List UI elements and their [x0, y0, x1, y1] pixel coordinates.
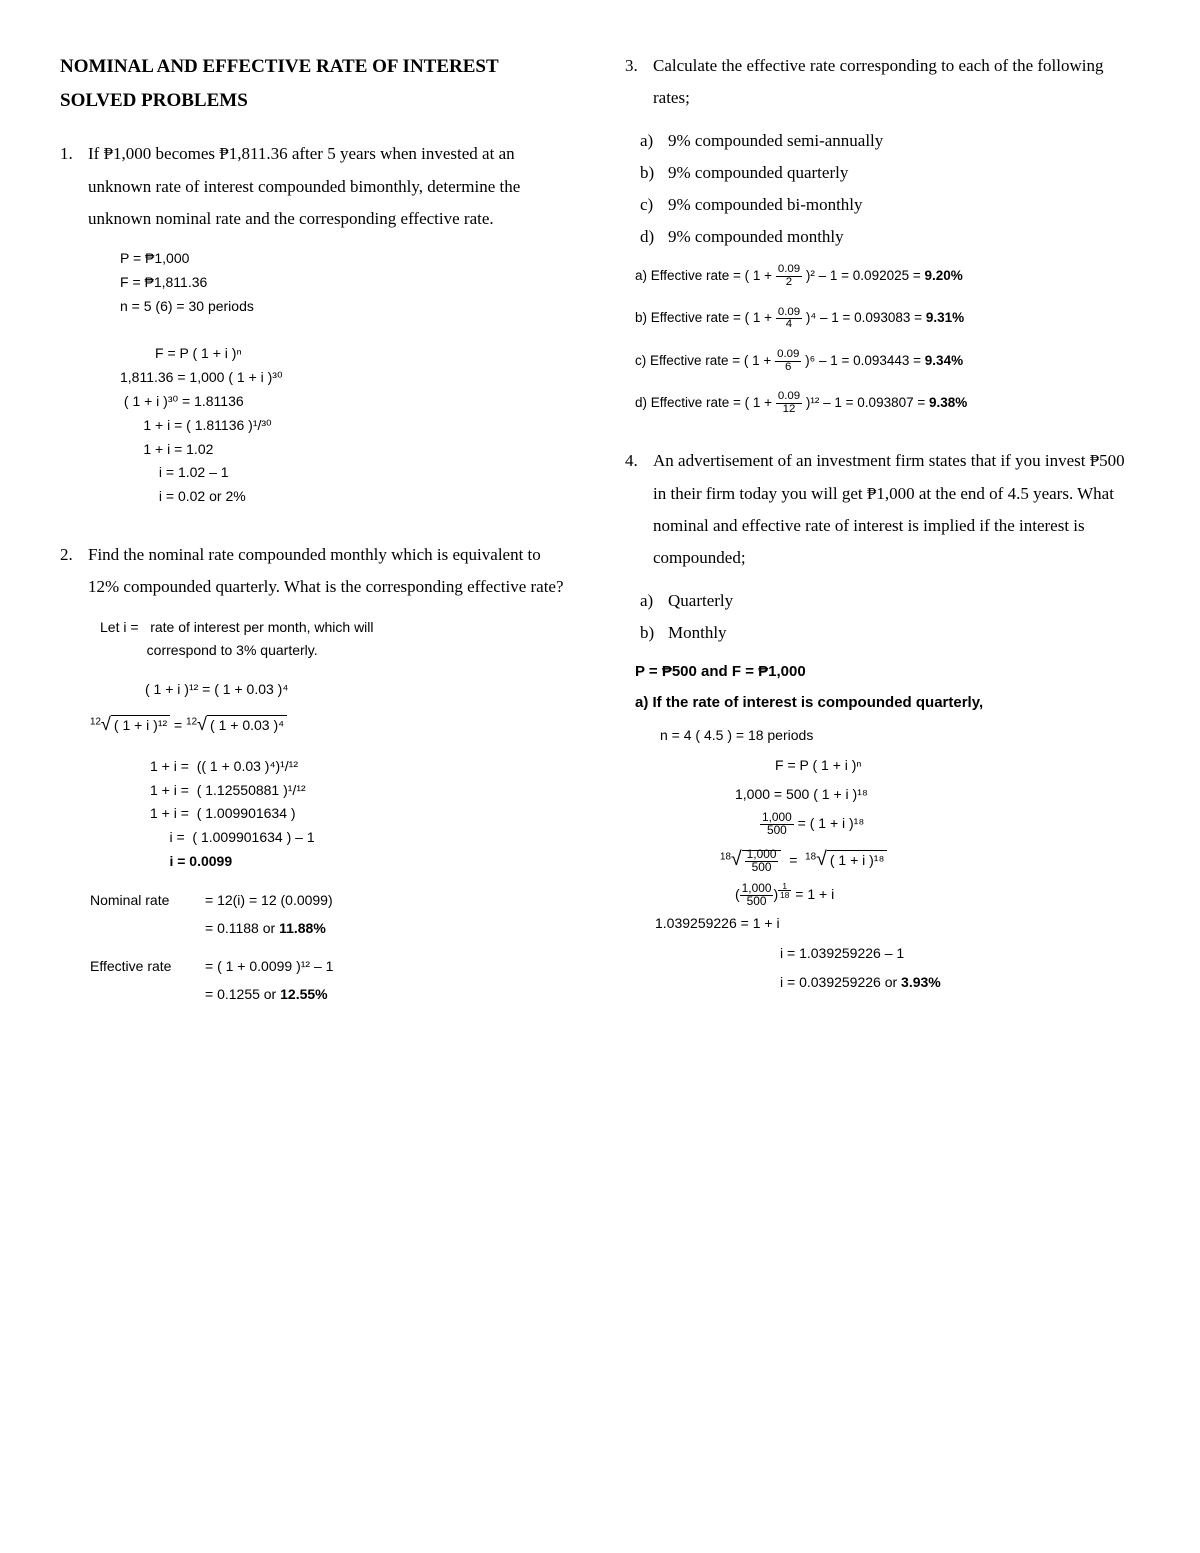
calc-line: n = 4 ( 4.5 ) = 18 periods	[660, 721, 1140, 750]
calc-line: 1,000500 = ( 1 + i )¹⁸	[760, 809, 1140, 838]
problem-3: 3. Calculate the effective rate correspo…	[625, 50, 1140, 415]
eq-line: ( 1 + i )¹² = ( 1 + 0.03 )⁴	[145, 675, 575, 704]
problem-2-steps: 1 + i = (( 1 + 0.03 )⁴)¹/¹² 1 + i = ( 1.…	[150, 755, 575, 874]
problem-number: 1.	[60, 138, 88, 235]
right-column: 3. Calculate the effective rate correspo…	[625, 50, 1140, 1038]
root-eq: 12√( 1 + i )¹² = 12√( 1 + 0.03 )⁴	[90, 705, 575, 743]
root-line: 18√1,000500 = 18√( 1 + i )¹⁸	[720, 839, 1140, 880]
nominal-rate-row: Nominal rate = 12(i) = 12 (0.0099) = 0.1…	[90, 886, 575, 942]
sub-letter: a)	[640, 125, 668, 157]
sub-letter: b)	[640, 157, 668, 189]
sub-text: Quarterly	[668, 585, 733, 617]
calc-line: i = 1.039259226 – 1	[780, 939, 1140, 968]
problem-2: 2. Find the nominal rate compounded mont…	[60, 539, 575, 1008]
answer-c: c) Effective rate = ( 1 + 0.096 )⁶ – 1 =…	[635, 349, 1140, 373]
problem-statement: An advertisement of an investment firm s…	[653, 445, 1140, 574]
part-a-heading: a) If the rate of interest is compounded…	[635, 694, 1140, 711]
sub-letter: c)	[640, 189, 668, 221]
sub-text: Monthly	[668, 617, 727, 649]
sub-letter: b)	[640, 617, 668, 649]
page-title: NOMINAL AND EFFECTIVE RATE OF INTEREST S…	[60, 50, 575, 118]
problem-number: 4.	[625, 445, 653, 574]
problem-2-let: Let i = rate of interest per month, whic…	[100, 616, 575, 664]
sub-text: 9% compounded quarterly	[668, 157, 848, 189]
problem-1-work: P = ₱1,000 F = ₱1,811.36 n = 5 (6) = 30 …	[120, 247, 575, 509]
calc-line: F = P ( 1 + i )ⁿ	[775, 751, 1140, 780]
effective-rate-row: Effective rate = ( 1 + 0.0099 )¹² – 1 = …	[90, 952, 575, 1008]
problem-statement: If ₱1,000 becomes ₱1,811.36 after 5 year…	[88, 138, 575, 235]
problem-statement: Find the nominal rate compounded monthly…	[88, 539, 575, 604]
sub-letter: d)	[640, 221, 668, 253]
sub-text: 9% compounded monthly	[668, 221, 844, 253]
left-column: NOMINAL AND EFFECTIVE RATE OF INTEREST S…	[60, 50, 575, 1038]
sub-text: 9% compounded semi-annually	[668, 125, 883, 157]
given-values: P = ₱500 and F = ₱1,000	[635, 663, 1140, 680]
problem-number: 2.	[60, 539, 88, 604]
problem-number: 3.	[625, 50, 653, 115]
answer-a: a) Effective rate = ( 1 + 0.092 )² – 1 =…	[635, 264, 1140, 288]
calc-line: (1,000500)118 = 1 + i	[735, 880, 1140, 909]
calc-line: i = 0.039259226 or 3.93%	[780, 968, 1140, 997]
answer-b: b) Effective rate = ( 1 + 0.094 )⁴ – 1 =…	[635, 306, 1140, 330]
problem-4: 4. An advertisement of an investment fir…	[625, 445, 1140, 997]
answer-d: d) Effective rate = ( 1 + 0.0912 )¹² – 1…	[635, 391, 1140, 415]
calc-line: 1,000 = 500 ( 1 + i )¹⁸	[735, 780, 1140, 809]
calc-line: 1.039259226 = 1 + i	[655, 909, 1140, 938]
sub-letter: a)	[640, 585, 668, 617]
sub-text: 9% compounded bi-monthly	[668, 189, 863, 221]
problem-1: 1. If ₱1,000 becomes ₱1,811.36 after 5 y…	[60, 138, 575, 509]
problem-statement: Calculate the effective rate correspondi…	[653, 50, 1140, 115]
